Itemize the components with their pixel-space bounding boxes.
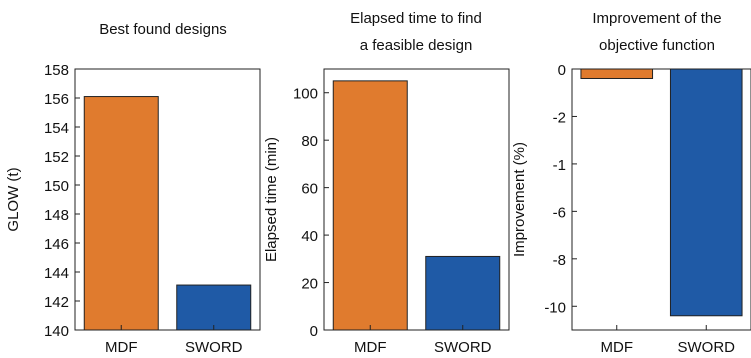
panel-1-ytick-label: 152 (44, 149, 69, 166)
panel-3-ytick-label: -10 (544, 299, 566, 316)
panel-1-ytick-label: 156 (44, 91, 69, 108)
panel-2-ytick-label: 20 (301, 276, 318, 293)
panel-1-ytick-label: 154 (44, 120, 69, 137)
panel-3-ytick-label: -1 (553, 157, 566, 174)
panel-3-title: objective function (599, 37, 715, 54)
panel-3-ytick-label: 0 (558, 62, 566, 79)
panel-1-xtick-label: MDF (105, 339, 138, 356)
panel-3-xtick-label: MDF (601, 339, 634, 356)
panel-1-ytick-label: 146 (44, 236, 69, 253)
panel-1-ytick-label: 144 (44, 265, 69, 282)
panel-1-ylabel: GLOW (t) (5, 167, 22, 231)
panel-2-axes-box (323, 68, 510, 331)
panel-1-title: Best found designs (99, 21, 227, 38)
panel-1-axes-box (74, 68, 261, 331)
panel-1-bar-sword (176, 284, 252, 331)
panel-3-bar-mdf (580, 68, 654, 79)
panel-1-ytick-label: 148 (44, 207, 69, 224)
panel-3-bar-sword (669, 68, 743, 317)
panel-1-xtick-label: SWORD (185, 339, 243, 356)
panel-2-bar-sword (425, 255, 501, 331)
panel-2-title: Elapsed time to find (350, 10, 482, 27)
panel-1-bar-mdf (83, 96, 159, 331)
panel-2-ylabel: Elapsed time (min) (263, 137, 280, 262)
panel-3-xtick-label: SWORD (678, 339, 736, 356)
panel-2-xtick-label: MDF (354, 339, 387, 356)
panel-2-ytick-label: 60 (301, 181, 318, 198)
panel-3-title: Improvement of the (592, 10, 721, 27)
panel-2-xtick-label: SWORD (434, 339, 492, 356)
panel-2-ytick-label: 0 (310, 323, 318, 340)
panel-1-ytick-label: 150 (44, 178, 69, 195)
panel-1-ytick-label: 158 (44, 62, 69, 79)
panel-3-ytick-label: -8 (553, 252, 566, 269)
panel-3-ytick-label: -2 (553, 109, 566, 126)
panel-3-axes-box (571, 68, 751, 331)
panel-2-bar-mdf (332, 80, 408, 331)
panel-1-ytick-label: 142 (44, 294, 69, 311)
panel-2-title: a feasible design (360, 37, 473, 54)
panel-2-ytick-label: 100 (293, 86, 318, 103)
panel-2-ytick-label: 80 (301, 133, 318, 150)
panel-3-ytick-label: -6 (553, 204, 566, 221)
panel-2-ytick-label: 40 (301, 228, 318, 245)
panel-3-ylabel: Improvement (%) (511, 142, 528, 257)
panel-1-ytick-label: 140 (44, 323, 69, 340)
